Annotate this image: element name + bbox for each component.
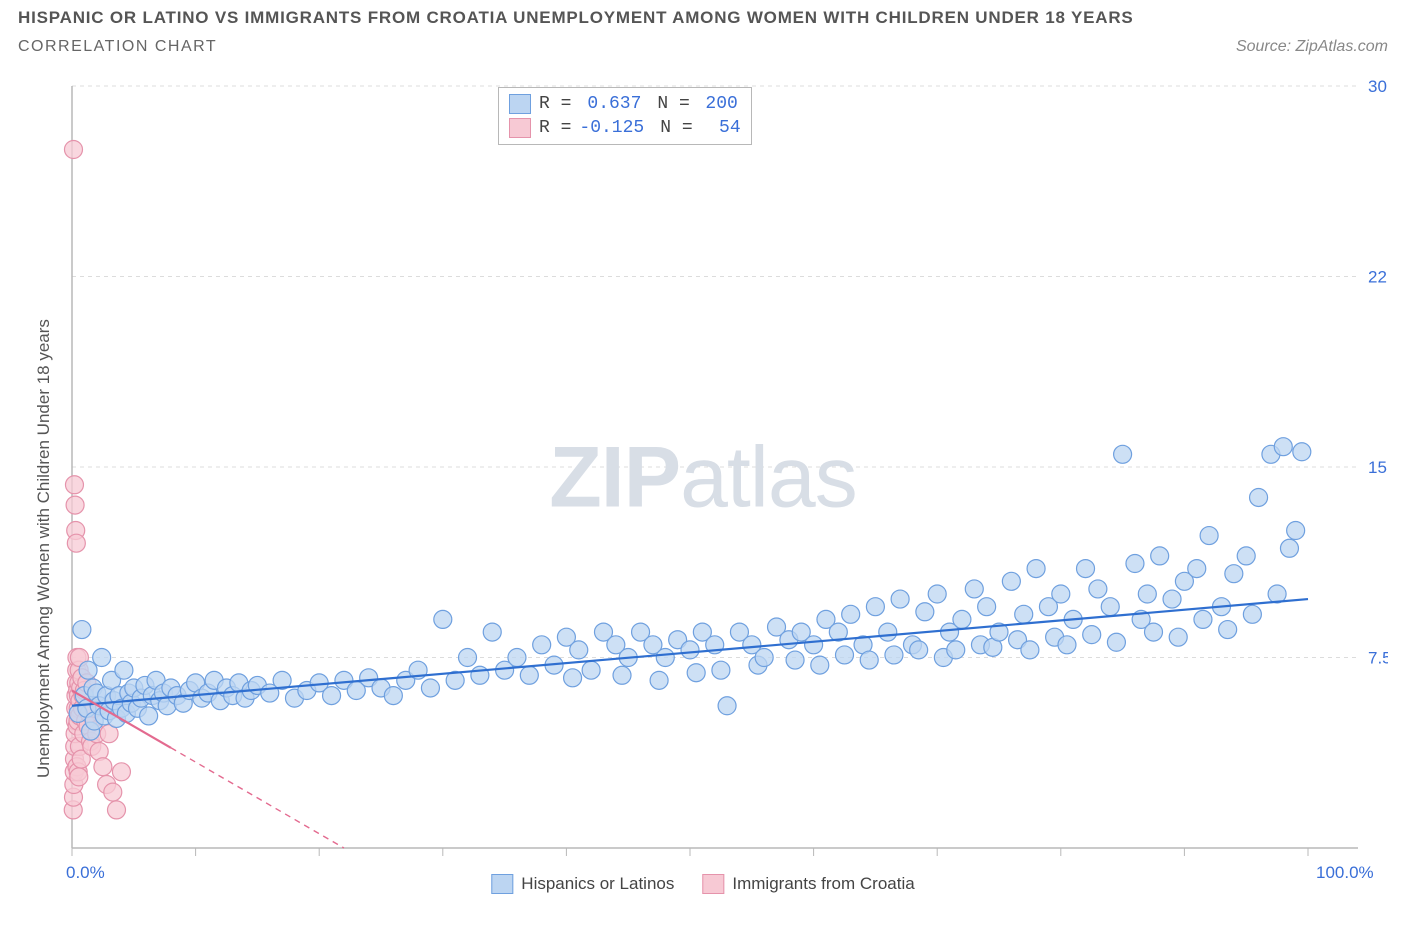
- r-value: 0.637: [579, 94, 641, 114]
- chart-wrap: ZIPatlas Unemployment Among Women with C…: [18, 78, 1388, 898]
- n-label: N =: [657, 94, 689, 114]
- correlation-row: R = 0.637 N = 200: [509, 92, 741, 116]
- chart-container: HISPANIC OR LATINO VS IMMIGRANTS FROM CR…: [0, 0, 1406, 930]
- r-label: R =: [539, 118, 571, 138]
- chart-title: HISPANIC OR LATINO VS IMMIGRANTS FROM CR…: [18, 8, 1388, 28]
- r-value: -0.125: [579, 118, 644, 138]
- title-area: HISPANIC OR LATINO VS IMMIGRANTS FROM CR…: [0, 0, 1406, 56]
- n-value: 200: [698, 94, 738, 114]
- y-axis-label: Unemployment Among Women with Children U…: [34, 319, 54, 778]
- chart-subtitle: CORRELATION CHART: [18, 38, 217, 56]
- n-value: 54: [701, 118, 741, 138]
- svg-text:100.0%: 100.0%: [1316, 863, 1374, 882]
- svg-text:22.5%: 22.5%: [1368, 268, 1388, 287]
- legend-item: Immigrants from Croatia: [702, 874, 914, 894]
- scatter-chart: 7.5% 15.0% 22.5% 30.0% 0.0% 100.0%: [18, 78, 1388, 898]
- legend-bottom: Hispanics or Latinos Immigrants from Croa…: [491, 874, 914, 894]
- correlation-box: R = 0.637 N = 200 R = -0.125 N = 54: [498, 87, 752, 145]
- correlation-row: R = -0.125 N = 54: [509, 116, 741, 140]
- svg-text:7.5%: 7.5%: [1368, 649, 1388, 668]
- source-label: Source: ZipAtlas.com: [1236, 38, 1388, 56]
- svg-text:0.0%: 0.0%: [66, 863, 105, 882]
- legend-label: Hispanics or Latinos: [521, 874, 674, 894]
- svg-text:15.0%: 15.0%: [1368, 458, 1388, 477]
- legend-item: Hispanics or Latinos: [491, 874, 674, 894]
- legend-swatch: [491, 874, 513, 894]
- n-label: N =: [660, 118, 692, 138]
- subtitle-row: CORRELATION CHART Source: ZipAtlas.com: [18, 38, 1388, 56]
- legend-label: Immigrants from Croatia: [732, 874, 914, 894]
- legend-swatch: [702, 874, 724, 894]
- legend-swatch: [509, 118, 531, 138]
- legend-swatch: [509, 94, 531, 114]
- r-label: R =: [539, 94, 571, 114]
- svg-text:30.0%: 30.0%: [1368, 78, 1388, 96]
